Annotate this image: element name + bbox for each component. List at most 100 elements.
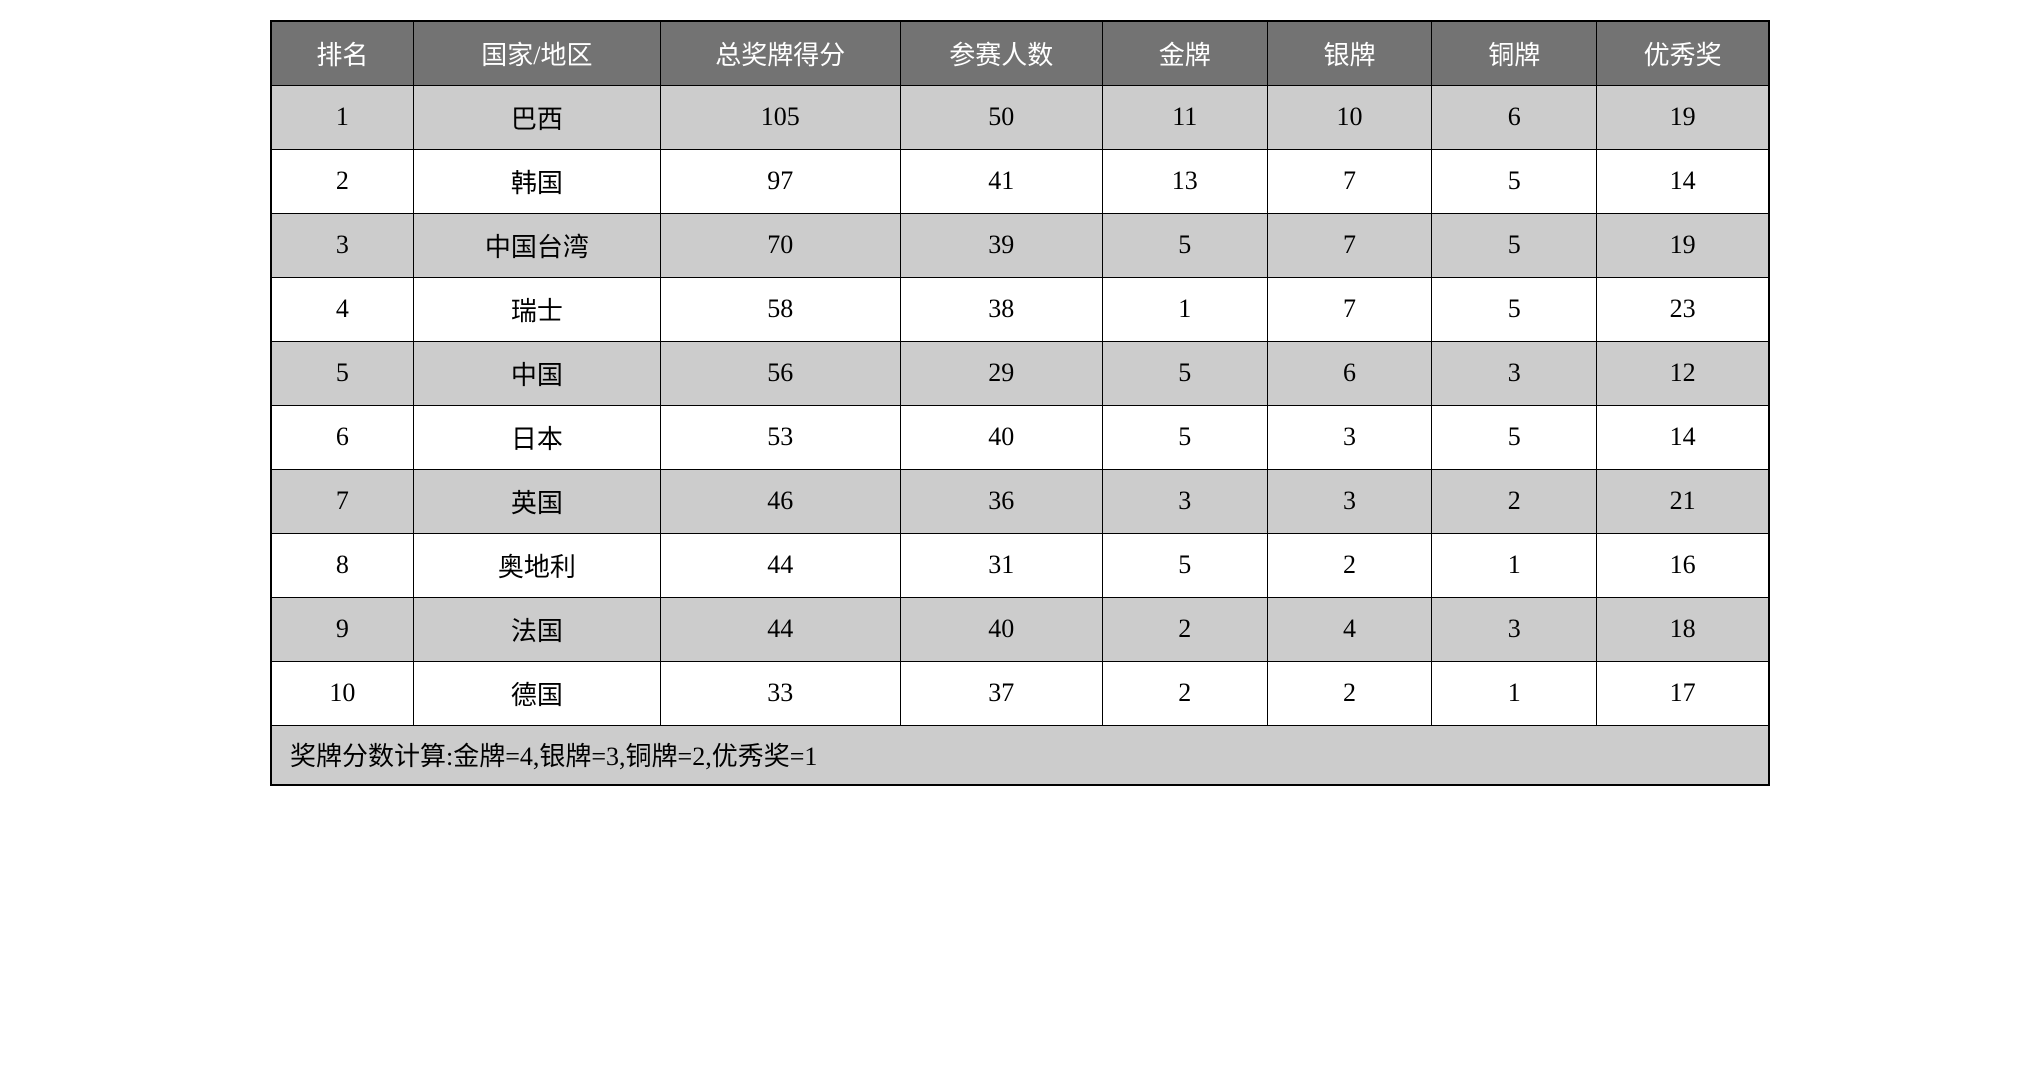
cell-excellence: 14 bbox=[1597, 149, 1769, 213]
medal-table-container: 排名 国家/地区 总奖牌得分 参赛人数 金牌 银牌 铜牌 优秀奖 1巴西1055… bbox=[270, 20, 1770, 786]
cell-gold: 13 bbox=[1102, 149, 1267, 213]
cell-country: 韩国 bbox=[413, 149, 660, 213]
cell-rank: 9 bbox=[271, 597, 413, 661]
cell-silver: 7 bbox=[1267, 213, 1432, 277]
cell-silver: 3 bbox=[1267, 405, 1432, 469]
cell-silver: 7 bbox=[1267, 149, 1432, 213]
cell-excellence: 19 bbox=[1597, 85, 1769, 149]
cell-gold: 1 bbox=[1102, 277, 1267, 341]
cell-rank: 7 bbox=[271, 469, 413, 533]
cell-excellence: 17 bbox=[1597, 661, 1769, 725]
cell-participants: 39 bbox=[900, 213, 1102, 277]
cell-bronze: 1 bbox=[1432, 533, 1597, 597]
cell-participants: 40 bbox=[900, 597, 1102, 661]
cell-rank: 3 bbox=[271, 213, 413, 277]
table-footer: 奖牌分数计算:金牌=4,银牌=3,铜牌=2,优秀奖=1 bbox=[271, 725, 1769, 785]
cell-participants: 29 bbox=[900, 341, 1102, 405]
cell-score: 46 bbox=[660, 469, 900, 533]
table-row: 7英国463633221 bbox=[271, 469, 1769, 533]
cell-country: 中国台湾 bbox=[413, 213, 660, 277]
header-gold: 金牌 bbox=[1102, 21, 1267, 85]
cell-bronze: 5 bbox=[1432, 277, 1597, 341]
cell-excellence: 18 bbox=[1597, 597, 1769, 661]
cell-participants: 40 bbox=[900, 405, 1102, 469]
cell-country: 中国 bbox=[413, 341, 660, 405]
cell-score: 33 bbox=[660, 661, 900, 725]
cell-bronze: 3 bbox=[1432, 341, 1597, 405]
cell-bronze: 1 bbox=[1432, 661, 1597, 725]
table-row: 6日本534053514 bbox=[271, 405, 1769, 469]
cell-country: 法国 bbox=[413, 597, 660, 661]
table-row: 4瑞士583817523 bbox=[271, 277, 1769, 341]
table-row: 10德国333722117 bbox=[271, 661, 1769, 725]
table-header: 排名 国家/地区 总奖牌得分 参赛人数 金牌 银牌 铜牌 优秀奖 bbox=[271, 21, 1769, 85]
cell-gold: 5 bbox=[1102, 213, 1267, 277]
header-silver: 银牌 bbox=[1267, 21, 1432, 85]
cell-participants: 50 bbox=[900, 85, 1102, 149]
cell-excellence: 19 bbox=[1597, 213, 1769, 277]
cell-silver: 10 bbox=[1267, 85, 1432, 149]
cell-country: 巴西 bbox=[413, 85, 660, 149]
cell-excellence: 23 bbox=[1597, 277, 1769, 341]
cell-gold: 2 bbox=[1102, 661, 1267, 725]
footer-note: 奖牌分数计算:金牌=4,银牌=3,铜牌=2,优秀奖=1 bbox=[271, 725, 1769, 785]
cell-rank: 2 bbox=[271, 149, 413, 213]
cell-silver: 2 bbox=[1267, 661, 1432, 725]
cell-score: 44 bbox=[660, 597, 900, 661]
cell-gold: 3 bbox=[1102, 469, 1267, 533]
cell-bronze: 2 bbox=[1432, 469, 1597, 533]
cell-score: 97 bbox=[660, 149, 900, 213]
cell-rank: 4 bbox=[271, 277, 413, 341]
cell-gold: 5 bbox=[1102, 405, 1267, 469]
cell-gold: 2 bbox=[1102, 597, 1267, 661]
cell-bronze: 6 bbox=[1432, 85, 1597, 149]
header-row: 排名 国家/地区 总奖牌得分 参赛人数 金牌 银牌 铜牌 优秀奖 bbox=[271, 21, 1769, 85]
cell-rank: 6 bbox=[271, 405, 413, 469]
header-rank: 排名 bbox=[271, 21, 413, 85]
header-participants: 参赛人数 bbox=[900, 21, 1102, 85]
cell-score: 56 bbox=[660, 341, 900, 405]
table-row: 3中国台湾703957519 bbox=[271, 213, 1769, 277]
cell-silver: 4 bbox=[1267, 597, 1432, 661]
cell-rank: 8 bbox=[271, 533, 413, 597]
cell-silver: 7 bbox=[1267, 277, 1432, 341]
cell-participants: 36 bbox=[900, 469, 1102, 533]
header-country: 国家/地区 bbox=[413, 21, 660, 85]
cell-rank: 10 bbox=[271, 661, 413, 725]
cell-participants: 31 bbox=[900, 533, 1102, 597]
cell-country: 日本 bbox=[413, 405, 660, 469]
table-row: 1巴西105501110619 bbox=[271, 85, 1769, 149]
table-row: 9法国444024318 bbox=[271, 597, 1769, 661]
table-row: 2韩国9741137514 bbox=[271, 149, 1769, 213]
cell-participants: 37 bbox=[900, 661, 1102, 725]
cell-score: 105 bbox=[660, 85, 900, 149]
cell-gold: 11 bbox=[1102, 85, 1267, 149]
cell-score: 70 bbox=[660, 213, 900, 277]
cell-silver: 3 bbox=[1267, 469, 1432, 533]
cell-silver: 2 bbox=[1267, 533, 1432, 597]
header-score: 总奖牌得分 bbox=[660, 21, 900, 85]
cell-excellence: 16 bbox=[1597, 533, 1769, 597]
header-bronze: 铜牌 bbox=[1432, 21, 1597, 85]
header-excellence: 优秀奖 bbox=[1597, 21, 1769, 85]
medal-table: 排名 国家/地区 总奖牌得分 参赛人数 金牌 银牌 铜牌 优秀奖 1巴西1055… bbox=[270, 20, 1770, 786]
table-row: 8奥地利443152116 bbox=[271, 533, 1769, 597]
cell-bronze: 5 bbox=[1432, 213, 1597, 277]
cell-rank: 1 bbox=[271, 85, 413, 149]
cell-silver: 6 bbox=[1267, 341, 1432, 405]
footer-row: 奖牌分数计算:金牌=4,银牌=3,铜牌=2,优秀奖=1 bbox=[271, 725, 1769, 785]
cell-country: 瑞士 bbox=[413, 277, 660, 341]
cell-rank: 5 bbox=[271, 341, 413, 405]
cell-participants: 41 bbox=[900, 149, 1102, 213]
cell-score: 53 bbox=[660, 405, 900, 469]
cell-score: 58 bbox=[660, 277, 900, 341]
table-body: 1巴西1055011106192韩国97411375143中国台湾7039575… bbox=[271, 85, 1769, 725]
cell-excellence: 12 bbox=[1597, 341, 1769, 405]
cell-excellence: 14 bbox=[1597, 405, 1769, 469]
table-row: 5中国562956312 bbox=[271, 341, 1769, 405]
cell-country: 奥地利 bbox=[413, 533, 660, 597]
cell-bronze: 3 bbox=[1432, 597, 1597, 661]
cell-bronze: 5 bbox=[1432, 149, 1597, 213]
cell-score: 44 bbox=[660, 533, 900, 597]
cell-country: 英国 bbox=[413, 469, 660, 533]
